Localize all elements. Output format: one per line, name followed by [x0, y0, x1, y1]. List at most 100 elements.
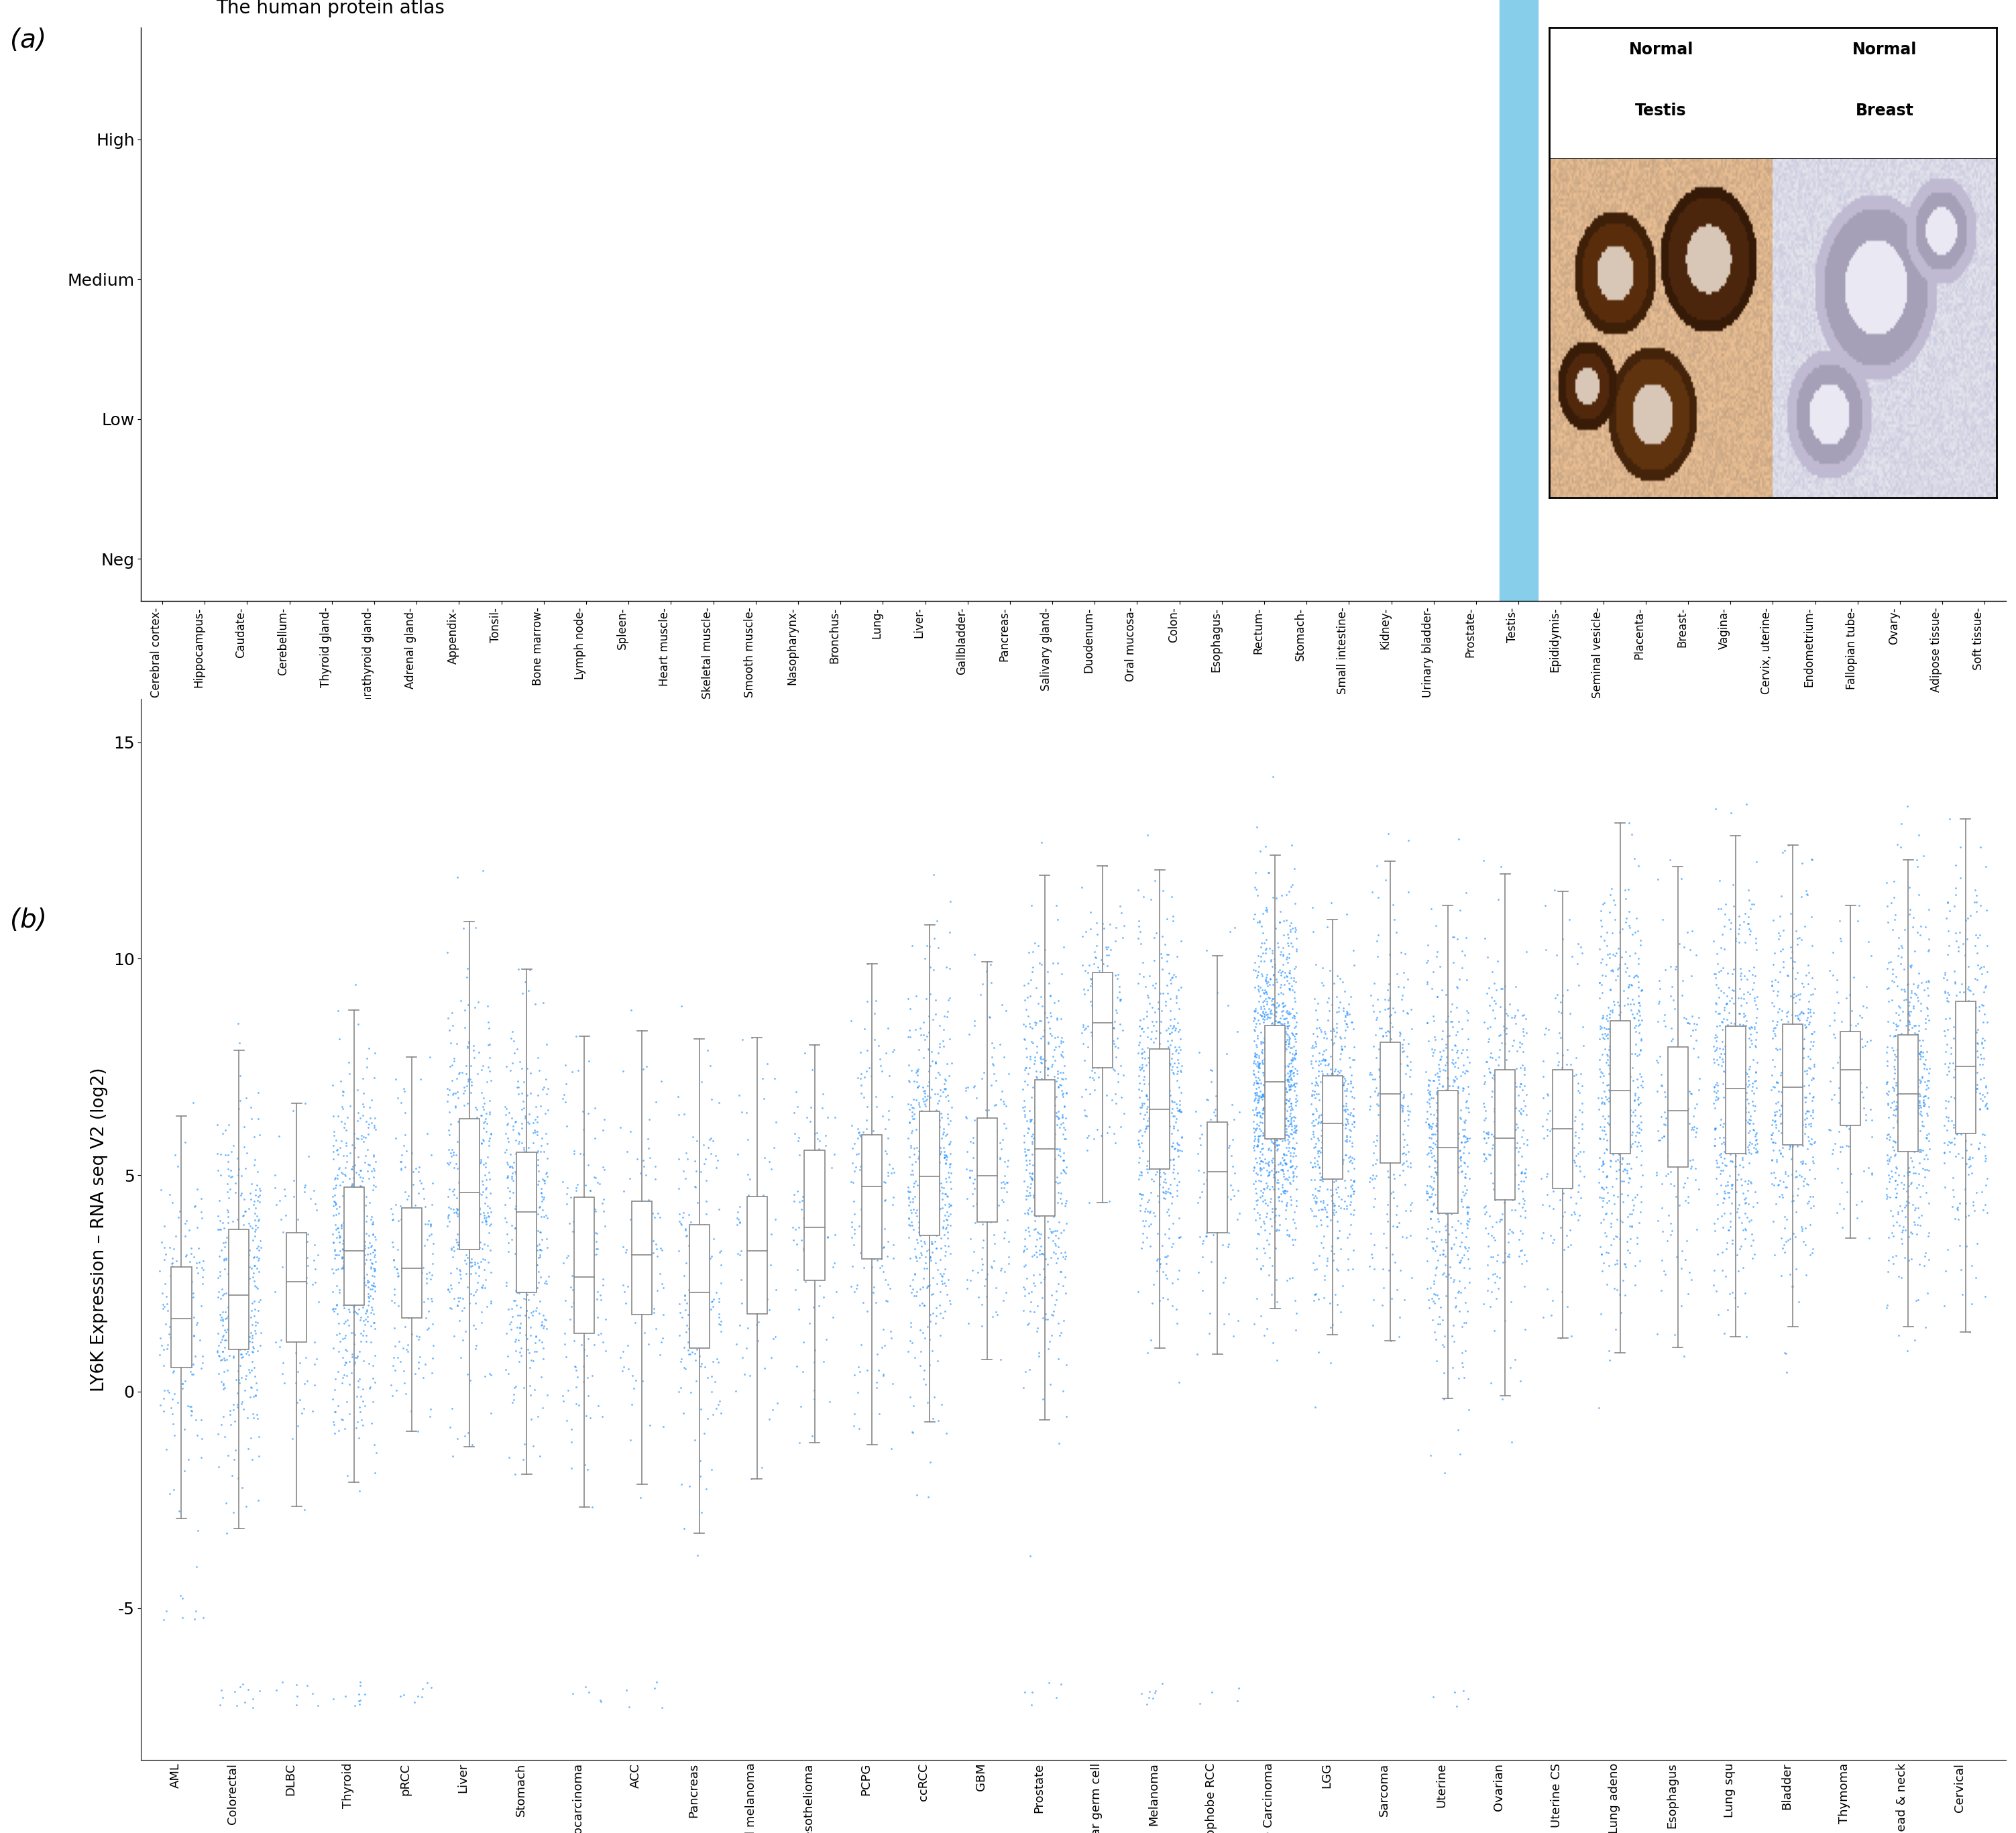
Point [147, 1278, 179, 1307]
Point [1760, 1014, 1792, 1043]
Point [244, 1331, 276, 1360]
Point [1728, 1109, 1760, 1138]
Point [1714, 1212, 1746, 1241]
Point [1768, 1052, 1800, 1081]
Point [1593, 1041, 1625, 1070]
Point [1131, 1050, 1163, 1080]
Point [581, 1303, 613, 1333]
Point [1784, 1085, 1816, 1114]
Point [1129, 1111, 1161, 1140]
Point [933, 1162, 966, 1191]
Point [1595, 999, 1627, 1028]
Point [1262, 1173, 1294, 1202]
Point [1510, 1125, 1542, 1155]
Point [1278, 1070, 1310, 1100]
Point [1256, 1193, 1288, 1223]
Point [1331, 1081, 1363, 1111]
Point [226, 1670, 258, 1699]
Point [464, 1252, 496, 1281]
Point [1706, 955, 1738, 984]
Point [518, 1336, 550, 1366]
Point [1939, 1204, 1972, 1234]
Point [619, 1309, 651, 1338]
Point [837, 1252, 869, 1281]
Point [417, 1168, 450, 1197]
Point [1615, 1199, 1647, 1228]
Point [1153, 1142, 1185, 1171]
Point [431, 1182, 464, 1212]
Point [1623, 988, 1655, 1017]
Point [1645, 1124, 1677, 1153]
Point [1125, 1122, 1157, 1151]
Point [1262, 1008, 1294, 1037]
Point [1260, 913, 1292, 942]
Point [1476, 1243, 1508, 1272]
Point [520, 1336, 552, 1366]
Point [1101, 999, 1133, 1028]
Point [1871, 1257, 1903, 1287]
Point [1734, 895, 1766, 924]
Point [1786, 997, 1818, 1026]
Point [1014, 1193, 1046, 1223]
Point [1788, 1010, 1820, 1039]
Point [706, 1250, 738, 1279]
Point [669, 1164, 702, 1193]
Point [500, 1285, 532, 1314]
Point [1151, 1048, 1183, 1078]
Point [1607, 1157, 1639, 1186]
Point [903, 1208, 935, 1237]
Point [357, 1307, 389, 1336]
Point [546, 1083, 579, 1113]
Point [1786, 1074, 1818, 1103]
Point [702, 1389, 734, 1419]
Point [1246, 1048, 1278, 1078]
Point [1010, 1140, 1042, 1169]
Point [331, 1188, 363, 1217]
Point [1669, 1089, 1702, 1118]
Point [1316, 1114, 1349, 1144]
Point [403, 1248, 435, 1278]
Point [1897, 1100, 1929, 1129]
Point [841, 1153, 873, 1182]
Point [236, 1373, 268, 1402]
Point [1772, 1105, 1804, 1135]
Point [1716, 1171, 1748, 1201]
Point [978, 1120, 1010, 1149]
Point [395, 1397, 427, 1426]
Point [1873, 1149, 1905, 1179]
Point [218, 1206, 250, 1235]
Point [966, 1210, 998, 1239]
Point [1157, 902, 1189, 931]
Point [1788, 1171, 1820, 1201]
Point [222, 1393, 254, 1422]
Point [564, 1138, 597, 1168]
Point [1585, 1113, 1617, 1142]
Point [1161, 1158, 1193, 1188]
Point [171, 1206, 204, 1235]
Point [1720, 1140, 1752, 1169]
Point [1881, 1080, 1913, 1109]
Point [1889, 1048, 1921, 1078]
Point [1887, 1078, 1919, 1107]
Point [331, 1201, 363, 1230]
Point [1014, 1162, 1046, 1191]
Point [1379, 1120, 1411, 1149]
Point [1300, 1094, 1333, 1124]
Point [1496, 1003, 1528, 1032]
Point [1617, 1195, 1649, 1224]
Point [1097, 1014, 1129, 1043]
Point [1081, 909, 1113, 938]
Point [1220, 1158, 1252, 1188]
Point [1310, 1092, 1343, 1122]
Point [558, 1353, 591, 1382]
Point [1270, 1188, 1302, 1217]
Point [1276, 1230, 1308, 1259]
Point [492, 1173, 524, 1202]
Point [784, 1391, 816, 1421]
Point [1123, 1129, 1155, 1158]
Point [222, 1378, 254, 1408]
Point [976, 1070, 1008, 1100]
Point [893, 1050, 925, 1080]
Point [962, 1283, 994, 1312]
Point [1609, 1131, 1641, 1160]
